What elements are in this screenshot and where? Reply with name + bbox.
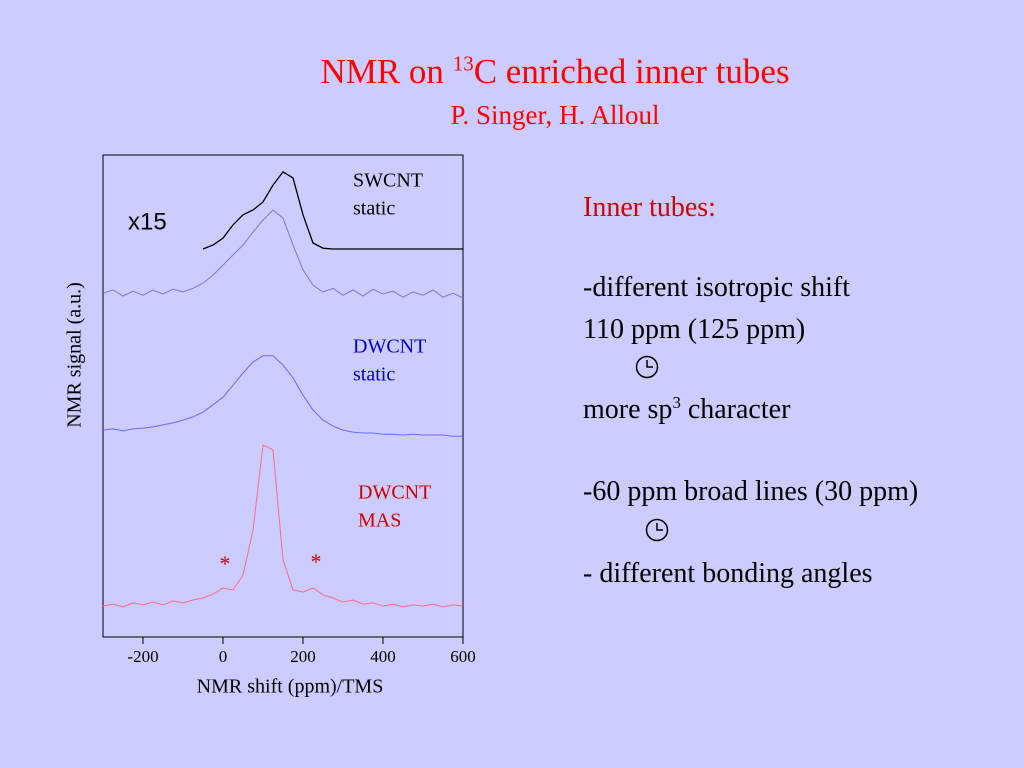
plot-frame xyxy=(102,154,464,638)
title-text: NMR on xyxy=(320,52,453,91)
series-label: static xyxy=(353,364,395,386)
clock-icon xyxy=(635,355,659,379)
spectrum-line xyxy=(102,444,464,608)
authors: P. Singer, H. Alloul xyxy=(450,100,660,130)
note: more sp3 character xyxy=(583,394,790,426)
spectrum-line xyxy=(102,355,463,437)
sideband-marker: * xyxy=(311,549,322,574)
series-label: SWCNT xyxy=(353,170,423,192)
x-tick-label: 0 xyxy=(219,647,228,666)
chart: NMR shift (ppm)/TMS NMR signal (a.u.) -2… xyxy=(64,154,476,698)
scale-annotation: x15 xyxy=(128,208,167,235)
x-tick-label: 200 xyxy=(290,647,316,666)
x-tick-label: 400 xyxy=(370,647,396,666)
series-label: MAS xyxy=(358,510,401,532)
sideband-marker: * xyxy=(220,551,231,576)
x-tick-label: -200 xyxy=(127,647,158,666)
y-axis-label: NMR signal (a.u.) xyxy=(64,282,86,428)
note-text: character xyxy=(680,394,791,425)
title-sup: 13 xyxy=(452,51,474,76)
series-label: DWCNT xyxy=(353,336,426,358)
note: -different isotropic shift xyxy=(583,272,850,303)
series-label: static xyxy=(353,198,395,220)
title-text: C enriched inner tubes xyxy=(473,52,790,91)
title: NMR on 13C enriched inner tubes xyxy=(0,52,1024,92)
note-heading: Inner tubes: xyxy=(583,192,716,223)
note: -60 ppm broad lines (30 ppm) xyxy=(583,476,919,507)
note-sup: 3 xyxy=(672,392,681,412)
note: 110 ppm (125 ppm) xyxy=(583,314,806,345)
spectrum-line xyxy=(102,209,464,299)
spectrum-line xyxy=(202,171,463,250)
note: - different bonding angles xyxy=(583,558,873,589)
clock-icon xyxy=(645,518,669,542)
series-label: DWCNT xyxy=(358,482,431,504)
note-text: more sp xyxy=(583,394,673,425)
x-axis-label: NMR shift (ppm)/TMS xyxy=(197,676,384,698)
x-tick-label: 600 xyxy=(450,647,476,666)
